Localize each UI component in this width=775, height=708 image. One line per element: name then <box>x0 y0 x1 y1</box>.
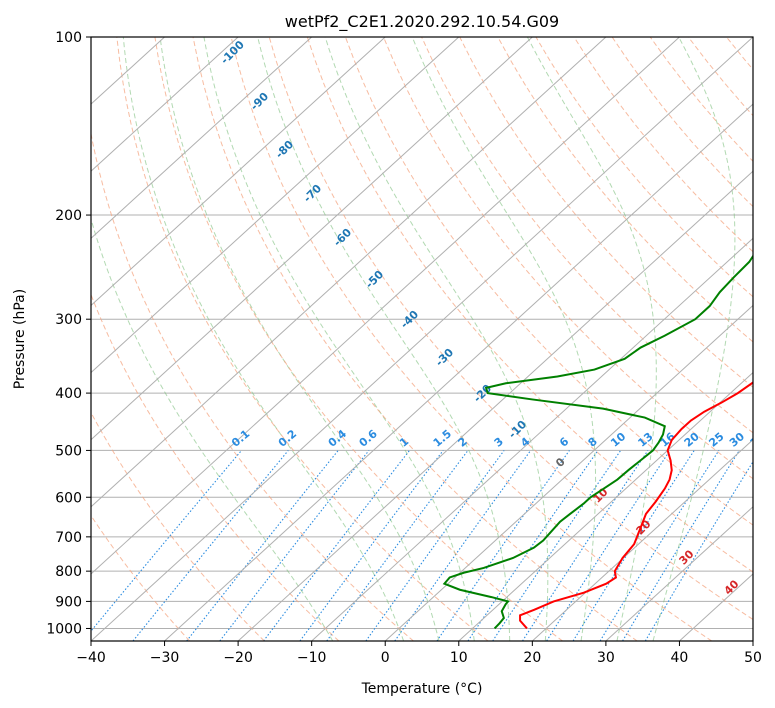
isotherm-gridline <box>91 37 533 441</box>
x-tick-label: −20 <box>223 650 253 666</box>
dry-adiabat <box>306 37 753 573</box>
mixing-ratio-line <box>436 450 570 641</box>
mixing-ratio-line <box>365 450 505 641</box>
mixing-ratio-line <box>219 450 370 641</box>
moist-adiabat <box>159 37 440 641</box>
y-tick-label: 1000 <box>46 621 82 637</box>
x-axis: −40 −30 −20 −10 0 10 20 30 40 50 <box>76 641 762 666</box>
x-tick-label: 30 <box>597 650 615 666</box>
mixing-ratio-line <box>522 450 649 641</box>
isotherm-gridline <box>91 37 460 374</box>
profile-line <box>519 381 753 630</box>
dry-adiabat <box>154 37 563 641</box>
x-axis-label: Temperature (°C) <box>361 681 483 697</box>
isotherm-gridline <box>91 37 607 508</box>
mixing-ratio-label: 36 <box>748 430 768 450</box>
dry-adiabat <box>268 37 753 621</box>
y-tick-label: 600 <box>55 490 82 506</box>
mixing-ratio-line <box>546 450 671 641</box>
mixing-ratio-line <box>326 450 469 641</box>
isotherm-gridline <box>311 237 753 641</box>
mixing-ratio-line <box>467 450 599 641</box>
dry-adiabat <box>497 37 753 343</box>
y-tick-label: 800 <box>55 564 82 580</box>
y-tick-label: 400 <box>55 386 82 402</box>
y-axis: 100 200 300 400 500 600 700 800 900 1000 <box>46 30 91 637</box>
mixing-ratio-line <box>186 450 339 641</box>
isotherm-gridline <box>91 37 753 641</box>
y-tick-label: 300 <box>55 312 82 328</box>
profile-line <box>442 254 753 630</box>
moist-adiabat <box>91 217 334 641</box>
x-tick-label: 0 <box>381 650 390 666</box>
mixing-ratio-line <box>492 450 622 641</box>
y-tick-label: 900 <box>55 594 82 610</box>
isotherm-gridline <box>237 170 753 641</box>
y-tick-label: 200 <box>55 208 82 224</box>
x-tick-label: 10 <box>450 650 468 666</box>
dry-adiabat <box>91 411 265 641</box>
isotherm-gridline <box>91 37 239 172</box>
moist-adiabat <box>652 37 736 641</box>
isotherm-layer <box>91 37 753 641</box>
y-tick-label: 700 <box>55 530 82 546</box>
chart-title: wetPf2_C2E1.2020.292.10.54.G09 <box>285 12 559 32</box>
isotherm-gridline <box>91 37 386 307</box>
mixing-ratio-line <box>644 460 753 641</box>
isotherm-gridline <box>91 37 313 240</box>
moist-adiabat <box>203 37 475 641</box>
x-tick-label: 40 <box>671 650 689 666</box>
y-axis-label: Pressure (hPa) <box>12 289 28 389</box>
isotherm-gridline <box>605 506 753 641</box>
moist-adiabat <box>122 37 405 641</box>
dry-adiabat <box>91 293 340 641</box>
profile-layer <box>442 254 753 630</box>
isotherm-gridline <box>384 304 753 641</box>
isotherm-gridline <box>531 438 753 641</box>
moist-adiabat <box>324 37 549 641</box>
mixing-ratio-line <box>572 450 695 641</box>
mixing-ratio-line <box>622 450 740 641</box>
isotherm-gridline <box>91 37 680 575</box>
dry-adiabat <box>116 37 489 641</box>
plot-frame <box>90 36 754 642</box>
isotherm-gridline <box>164 103 753 641</box>
moist-adiabat <box>257 37 511 641</box>
isotherm-gridline <box>458 371 753 641</box>
x-tick-label: 20 <box>523 650 541 666</box>
x-tick-label: −30 <box>150 650 180 666</box>
y-tick-label: 100 <box>55 30 82 46</box>
x-tick-label: 50 <box>744 650 762 666</box>
mixing-ratio-line <box>299 450 444 641</box>
moist-adiabat <box>526 37 657 641</box>
dry-adiabat <box>192 37 638 641</box>
y-tick-label: 500 <box>55 443 82 459</box>
dry-adiabat <box>421 37 753 434</box>
moist-adiabat-layer <box>91 37 736 641</box>
x-tick-label: −10 <box>297 650 327 666</box>
mixing-ratio-line <box>599 450 720 641</box>
x-tick-label: −40 <box>76 650 106 666</box>
moist-adiabat <box>411 37 597 641</box>
mixing-ratio-line <box>263 450 410 641</box>
